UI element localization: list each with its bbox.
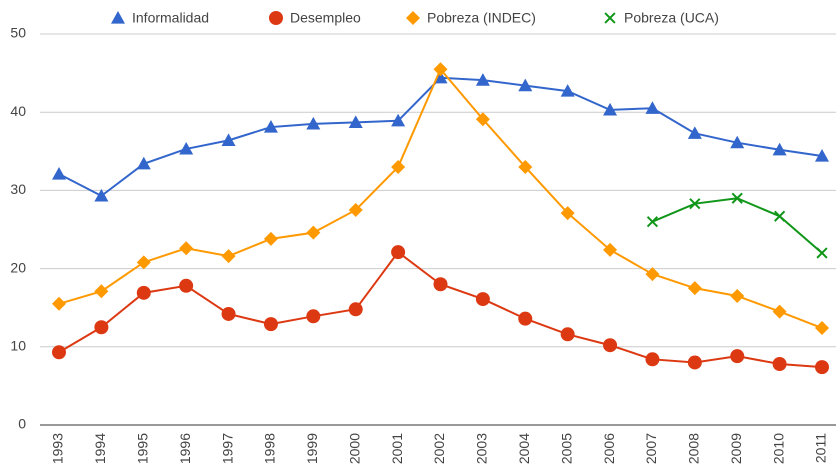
x-tick-label: 2007 (643, 433, 659, 464)
marker (306, 309, 321, 324)
marker (179, 278, 194, 293)
series-line (58, 250, 823, 369)
marker (687, 355, 702, 370)
marker (603, 242, 618, 257)
marker (604, 12, 616, 24)
marker (475, 292, 490, 307)
y-tick-label: 50 (10, 25, 26, 41)
marker (221, 249, 236, 264)
x-tick-label: 1998 (262, 433, 278, 464)
marker (136, 255, 151, 270)
x-tick-label: 2006 (601, 433, 617, 464)
series-line (58, 76, 823, 198)
marker (94, 284, 109, 299)
x-tick-label: 2008 (686, 433, 702, 464)
marker (645, 352, 660, 367)
y-tick-label: 40 (10, 103, 26, 119)
y-tick-label: 10 (10, 338, 26, 354)
x-tick-label: 1999 (304, 433, 320, 464)
marker (475, 112, 490, 127)
marker (433, 277, 448, 292)
marker (560, 327, 575, 342)
marker (815, 148, 829, 162)
marker (52, 345, 66, 360)
marker (136, 156, 151, 170)
marker (772, 304, 787, 319)
marker (815, 321, 829, 336)
marker (263, 231, 278, 246)
marker (269, 11, 283, 25)
x-tick-label: 1993 (50, 433, 66, 464)
y-tick-label: 30 (10, 181, 26, 197)
x-tick-label: 2010 (770, 433, 786, 464)
legend-label: Pobreza (INDEC) (427, 10, 536, 26)
marker (52, 296, 66, 311)
legend-label: Pobreza (UCA) (624, 10, 719, 26)
x-tick-label: 1995 (134, 433, 150, 464)
legend-label: Desempleo (290, 10, 361, 26)
x-tick-label: 2011 (813, 433, 829, 463)
x-tick-label: 1994 (92, 433, 108, 464)
marker (348, 302, 363, 317)
marker (772, 357, 787, 372)
marker (687, 126, 702, 139)
marker (731, 192, 743, 204)
marker (518, 159, 533, 174)
marker (518, 311, 533, 326)
x-tick-label: 2001 (389, 433, 405, 464)
marker (646, 216, 659, 228)
x-tick-label: 2003 (474, 433, 490, 464)
marker (221, 306, 236, 321)
marker (136, 285, 151, 300)
x-tick-label: 2009 (728, 433, 744, 464)
marker (730, 135, 745, 149)
marker (560, 84, 575, 97)
marker (306, 116, 321, 130)
marker (52, 166, 66, 180)
marker (687, 281, 702, 296)
x-tick-label: 1996 (177, 433, 193, 464)
marker (645, 267, 660, 282)
legend-label: Informalidad (132, 10, 209, 26)
y-tick-label: 20 (10, 259, 26, 275)
marker (815, 360, 829, 375)
marker (518, 78, 533, 92)
marker (433, 62, 448, 77)
marker (391, 113, 406, 127)
marker (94, 320, 109, 335)
x-tick-label: 2002 (431, 433, 447, 464)
marker (433, 70, 448, 84)
marker (816, 247, 828, 259)
marker (263, 317, 278, 332)
marker (406, 11, 420, 25)
y-tick-label: 0 (18, 416, 26, 432)
marker (348, 115, 363, 128)
x-tick-label: 2000 (346, 433, 362, 464)
x-tick-label: 1997 (219, 433, 235, 464)
marker (560, 206, 575, 221)
marker (94, 188, 109, 202)
marker (391, 245, 406, 260)
marker (348, 202, 363, 217)
marker (730, 288, 745, 303)
marker (603, 338, 618, 353)
marker (221, 133, 236, 146)
marker (111, 11, 125, 24)
marker (603, 102, 618, 116)
marker (774, 210, 786, 222)
x-tick-label: 2004 (516, 433, 532, 464)
marker (263, 120, 278, 133)
marker (179, 241, 194, 256)
marker (306, 225, 321, 240)
marker (645, 101, 660, 114)
series-line (652, 197, 823, 254)
marker (730, 349, 745, 364)
marker (475, 73, 490, 86)
x-tick-label: 2005 (558, 433, 574, 464)
marker (179, 141, 194, 155)
marker (689, 198, 701, 210)
marker (391, 159, 406, 174)
marker (772, 142, 787, 156)
